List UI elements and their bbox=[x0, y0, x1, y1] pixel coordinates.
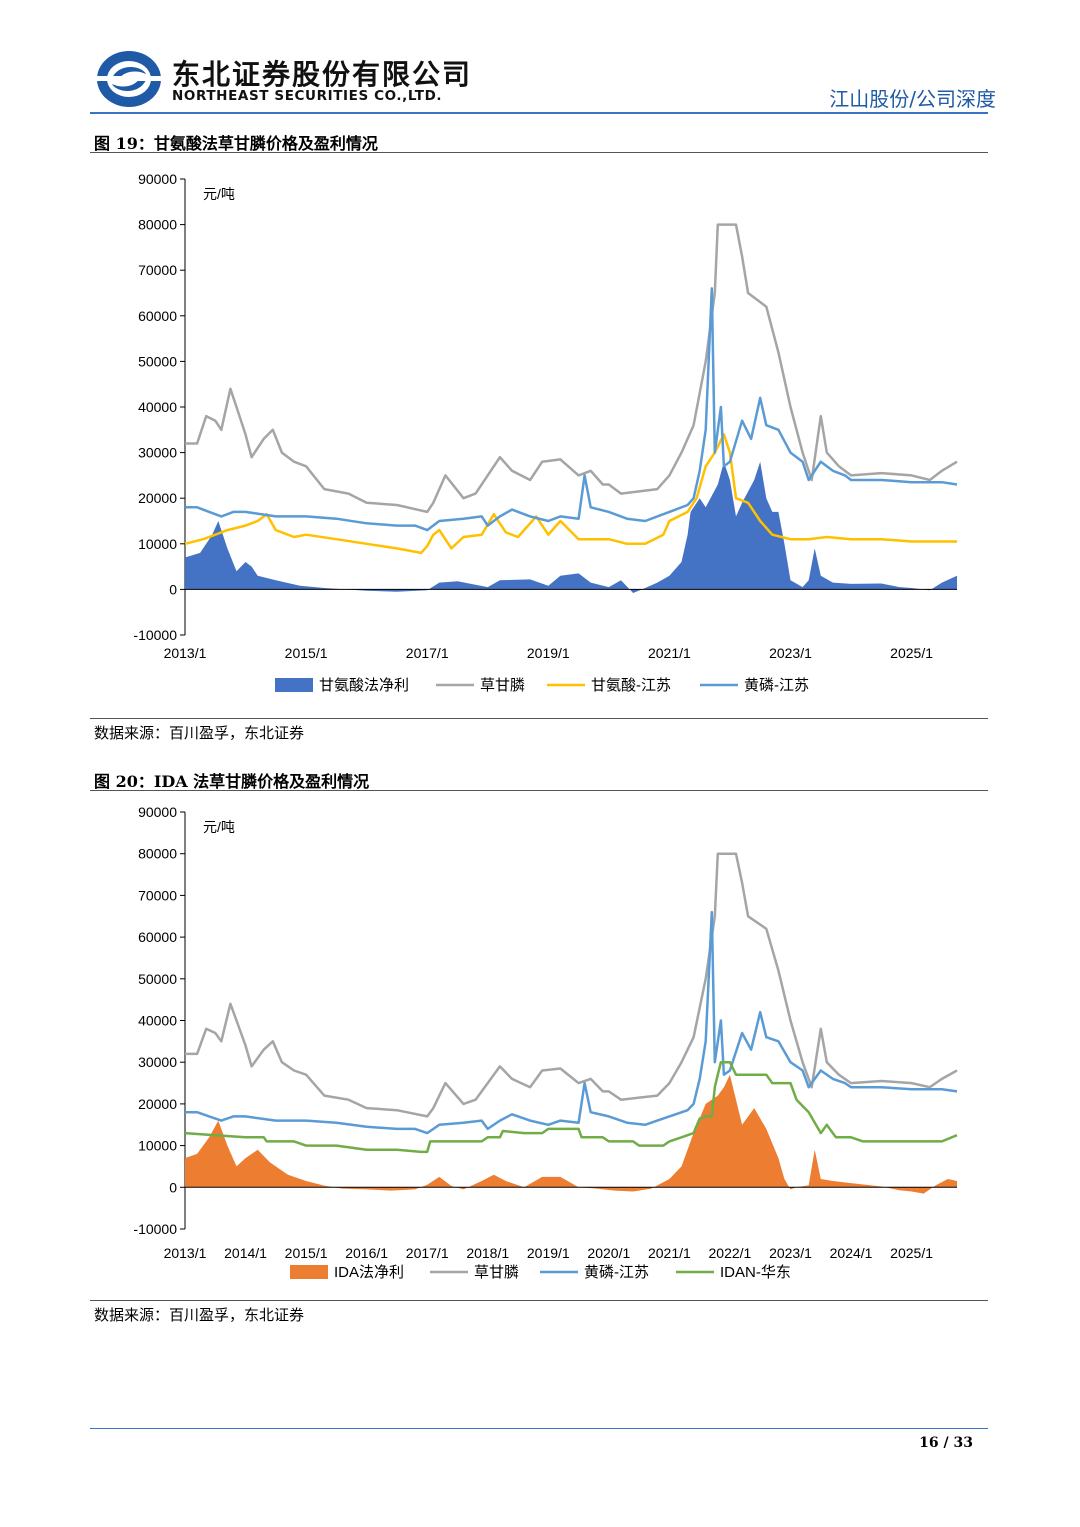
figure-20-title-rule bbox=[90, 790, 988, 791]
x-tick-label: 2019/1 bbox=[527, 645, 570, 661]
x-tick-label: 2025/1 bbox=[890, 1245, 933, 1261]
y-tick-label: 10000 bbox=[138, 1138, 177, 1154]
y-tick-label: 0 bbox=[169, 1179, 177, 1195]
x-tick-label: 2015/1 bbox=[285, 1245, 328, 1261]
company-name-en: NORTHEAST SECURITIES CO.,LTD. bbox=[172, 88, 443, 104]
figure-19-title: 图 19：甘氨酸法草甘膦价格及盈利情况 bbox=[94, 134, 378, 153]
legend-label: 黄磷-江苏 bbox=[744, 677, 809, 694]
y-tick-label: 30000 bbox=[138, 445, 177, 461]
figure-19-title-rule bbox=[90, 152, 988, 153]
y-tick-label: 30000 bbox=[138, 1054, 177, 1070]
y-tick-label: 80000 bbox=[138, 217, 177, 233]
legend-label: IDA法净利 bbox=[334, 1264, 404, 1281]
y-tick-label: 50000 bbox=[138, 971, 177, 987]
chart-19: 90000 80000 70000 60000 50000 40000 30000 20000… bbox=[133, 171, 958, 694]
y-tick-label: 0 bbox=[169, 581, 177, 597]
y-tick-label: -10000 bbox=[133, 1221, 177, 1237]
unit-label: 元/吨 bbox=[203, 819, 235, 835]
y-tick-label: 40000 bbox=[138, 399, 177, 415]
series-line-3 bbox=[185, 287, 958, 532]
x-tick-label: 2017/1 bbox=[406, 645, 449, 661]
series-line-1 bbox=[185, 852, 958, 1118]
y-tick-label: 60000 bbox=[138, 929, 177, 945]
y-tick-label: 60000 bbox=[138, 308, 177, 324]
legend-label: 黄磷-江苏 bbox=[584, 1264, 649, 1281]
y-tick-label: 40000 bbox=[138, 1013, 177, 1029]
y-tick-label: 90000 bbox=[138, 804, 177, 820]
y-tick-label: 20000 bbox=[138, 1096, 177, 1112]
x-tick-label: 2019/1 bbox=[527, 1245, 570, 1261]
x-tick-label: 2014/1 bbox=[224, 1245, 267, 1261]
legend-swatch bbox=[275, 678, 313, 692]
x-tick-label: 2017/1 bbox=[406, 1245, 449, 1261]
legend-label: 草甘膦 bbox=[474, 1264, 519, 1281]
y-tick-label: 70000 bbox=[138, 262, 177, 278]
series-area-0 bbox=[185, 461, 957, 593]
series-area-0 bbox=[185, 1074, 957, 1194]
figure-20-bottom-rule bbox=[90, 1300, 988, 1301]
series-line-1 bbox=[185, 223, 958, 514]
y-tick-label: 10000 bbox=[138, 536, 177, 552]
x-tick-label: 2023/1 bbox=[769, 645, 812, 661]
company-name-cn: 东北证券股份有限公司 bbox=[172, 58, 473, 91]
legend-label: 甘氨酸法净利 bbox=[319, 677, 409, 694]
x-tick-label: 2013/1 bbox=[164, 645, 207, 661]
x-tick-label: 2024/1 bbox=[830, 1245, 873, 1261]
x-tick-label: 2023/1 bbox=[769, 1245, 812, 1261]
legend-label: 草甘膦 bbox=[480, 677, 525, 694]
chart-20: 90000 80000 70000 60000 50000 40000 30000 20000… bbox=[133, 804, 958, 1281]
x-tick-label: 2020/1 bbox=[587, 1245, 630, 1261]
y-tick-label: 70000 bbox=[138, 887, 177, 903]
company-logo bbox=[96, 51, 162, 107]
figure-20-source: 数据来源：百川盈孚，东北证券 bbox=[94, 1306, 305, 1324]
figure-19-bottom-rule bbox=[90, 718, 988, 719]
series-line-3 bbox=[184, 1060, 958, 1154]
unit-label: 元/吨 bbox=[203, 186, 235, 202]
legend-label: IDAN-华东 bbox=[720, 1264, 791, 1281]
series-line-2 bbox=[185, 910, 958, 1135]
x-tick-label: 2015/1 bbox=[285, 645, 328, 661]
x-tick-label: 2022/1 bbox=[709, 1245, 752, 1261]
x-tick-label: 2021/1 bbox=[648, 1245, 691, 1261]
legend-swatch bbox=[290, 1265, 328, 1279]
x-tick-label: 2016/1 bbox=[345, 1245, 388, 1261]
report-tag: 江山股份/公司深度 bbox=[829, 87, 996, 111]
y-tick-label: -10000 bbox=[133, 627, 177, 643]
x-tick-label: 2018/1 bbox=[466, 1245, 509, 1261]
series-line-2 bbox=[184, 433, 957, 555]
legend-label: 甘氨酸-江苏 bbox=[591, 677, 671, 694]
header-rule bbox=[90, 112, 988, 114]
y-tick-label: 90000 bbox=[138, 171, 177, 187]
y-tick-label: 50000 bbox=[138, 353, 177, 369]
page-number: 16 / 33 bbox=[919, 1435, 973, 1451]
x-tick-label: 2021/1 bbox=[648, 645, 691, 661]
x-tick-label: 2025/1 bbox=[890, 645, 933, 661]
y-tick-label: 20000 bbox=[138, 490, 177, 506]
figure-19-source: 数据来源：百川盈孚，东北证券 bbox=[94, 724, 305, 742]
x-tick-label: 2013/1 bbox=[164, 1245, 207, 1261]
y-tick-label: 80000 bbox=[138, 846, 177, 862]
footer-rule bbox=[90, 1428, 988, 1429]
figure-20-title: 图 20：IDA 法草甘膦价格及盈利情况 bbox=[94, 772, 370, 791]
